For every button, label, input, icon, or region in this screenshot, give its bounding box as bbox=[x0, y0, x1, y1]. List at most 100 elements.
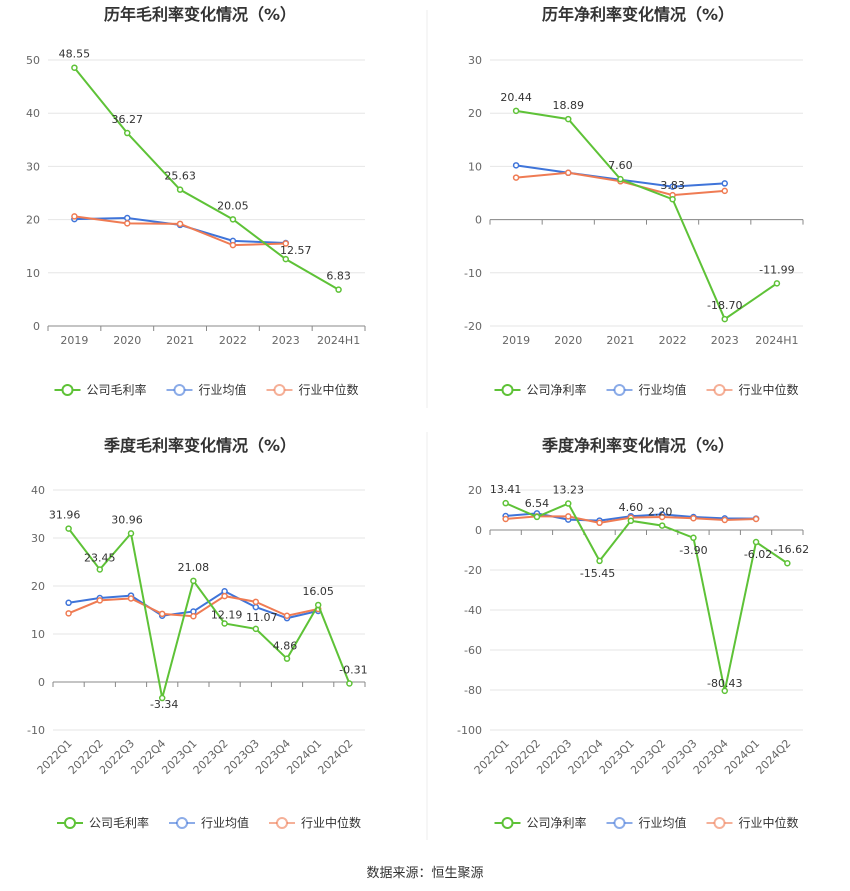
x-tick-label: 2024H1 bbox=[317, 334, 360, 347]
x-tick-label: 2020 bbox=[113, 334, 141, 347]
legend-label: 行业均值 bbox=[199, 382, 247, 397]
y-tick-label: 20 bbox=[26, 214, 40, 227]
x-tick-label: 2024Q2 bbox=[315, 737, 355, 777]
data-label: 25.63 bbox=[164, 170, 196, 183]
data-point bbox=[627, 517, 635, 525]
series-line bbox=[67, 527, 351, 699]
legend-label: 公司毛利率 bbox=[87, 382, 147, 397]
legend-label: 行业中位数 bbox=[739, 815, 799, 830]
data-point bbox=[502, 515, 509, 523]
data-point bbox=[71, 64, 78, 71]
data-label: 2.20 bbox=[648, 506, 673, 519]
x-tick-label: 2022 bbox=[659, 334, 687, 347]
data-label: 30.96 bbox=[111, 513, 143, 526]
series-line bbox=[73, 67, 340, 291]
y-tick-label: -20 bbox=[464, 320, 482, 333]
data-point bbox=[669, 183, 676, 190]
data-label: 11.07 bbox=[246, 611, 278, 624]
data-label: 31.96 bbox=[49, 509, 81, 522]
y-tick-label: -60 bbox=[464, 644, 482, 657]
data-point bbox=[669, 195, 676, 203]
data-point bbox=[596, 519, 603, 527]
x-tick-label: 2021 bbox=[606, 334, 634, 347]
data-label: 36.27 bbox=[112, 113, 144, 126]
y-tick-label: 30 bbox=[468, 54, 482, 67]
data-point bbox=[65, 599, 72, 607]
data-point bbox=[65, 610, 72, 617]
y-tick-label: 30 bbox=[31, 532, 45, 545]
x-tick-label: 2023 bbox=[711, 334, 739, 347]
chart-title: 历年毛利率变化情况（%） bbox=[104, 5, 296, 24]
legend-marker bbox=[613, 384, 626, 396]
data-point bbox=[229, 216, 237, 223]
data-point bbox=[229, 241, 237, 249]
data-point bbox=[71, 213, 78, 220]
legend-label: 行业均值 bbox=[639, 382, 687, 397]
y-tick-label: -40 bbox=[464, 604, 482, 617]
y-tick-label: -10 bbox=[464, 267, 482, 280]
data-label: 13.23 bbox=[553, 484, 585, 497]
y-tick-label: 0 bbox=[475, 524, 482, 537]
legend-label: 行业中位数 bbox=[301, 815, 361, 830]
data-label: -18.70 bbox=[707, 299, 742, 312]
y-tick-label: -20 bbox=[464, 564, 482, 577]
chart-3: 季度毛利率变化情况（%）-100102030402022Q12022Q22022… bbox=[27, 436, 368, 830]
y-tick-label: -80 bbox=[464, 684, 482, 697]
data-point bbox=[502, 499, 509, 507]
data-label: -11.99 bbox=[759, 263, 794, 276]
data-point bbox=[512, 174, 520, 181]
legend-marker bbox=[64, 817, 76, 829]
data-point bbox=[190, 612, 197, 620]
data-point bbox=[252, 598, 260, 606]
data-point bbox=[690, 534, 697, 542]
data-label: 12.57 bbox=[280, 244, 312, 257]
data-point bbox=[158, 694, 166, 702]
legend-label: 行业中位数 bbox=[739, 382, 799, 397]
data-point bbox=[124, 129, 131, 137]
legend-label: 公司毛利率 bbox=[89, 815, 149, 830]
data-point bbox=[721, 516, 728, 524]
data-point bbox=[512, 107, 520, 115]
y-tick-label: 0 bbox=[38, 676, 45, 689]
chart-4: 季度净利率变化情况（%）-100-80-60-40-200202022Q1202… bbox=[457, 436, 809, 830]
data-point bbox=[565, 500, 572, 507]
legend-marker bbox=[173, 384, 186, 396]
data-point bbox=[65, 525, 72, 532]
y-tick-label: 20 bbox=[468, 484, 482, 497]
data-label: 3.83 bbox=[660, 179, 685, 192]
data-label: 4.86 bbox=[273, 640, 298, 653]
data-point bbox=[283, 655, 291, 662]
data-label: 4.60 bbox=[619, 501, 644, 514]
data-point bbox=[252, 625, 260, 633]
chart-title: 季度毛利率变化情况（%） bbox=[103, 436, 296, 455]
data-label: 6.54 bbox=[525, 497, 550, 510]
y-tick-label: 20 bbox=[468, 107, 482, 120]
data-point bbox=[690, 514, 697, 522]
data-label: 23.45 bbox=[84, 551, 116, 564]
y-tick-label: 40 bbox=[26, 107, 40, 120]
data-point bbox=[221, 620, 228, 627]
data-point bbox=[617, 175, 624, 183]
y-tick-label: -100 bbox=[457, 724, 482, 737]
data-point bbox=[124, 220, 131, 227]
data-label: 20.44 bbox=[500, 91, 532, 104]
data-point bbox=[346, 680, 353, 687]
x-tick-label: 2020 bbox=[554, 334, 582, 347]
y-tick-label: 0 bbox=[33, 320, 40, 333]
data-label: -0.31 bbox=[339, 663, 367, 676]
data-point bbox=[283, 612, 291, 620]
data-label: -80.43 bbox=[707, 677, 742, 690]
legend-marker bbox=[176, 817, 188, 829]
data-point bbox=[127, 595, 135, 602]
data-label: 21.08 bbox=[178, 561, 210, 574]
x-tick-label: 2021 bbox=[166, 334, 194, 347]
y-tick-label: 0 bbox=[475, 214, 482, 227]
data-point bbox=[282, 240, 289, 247]
data-point bbox=[565, 169, 572, 177]
data-point bbox=[221, 592, 228, 600]
series-line bbox=[505, 502, 788, 692]
data-point bbox=[512, 162, 520, 169]
legend-marker bbox=[501, 817, 514, 829]
data-point bbox=[752, 515, 760, 523]
